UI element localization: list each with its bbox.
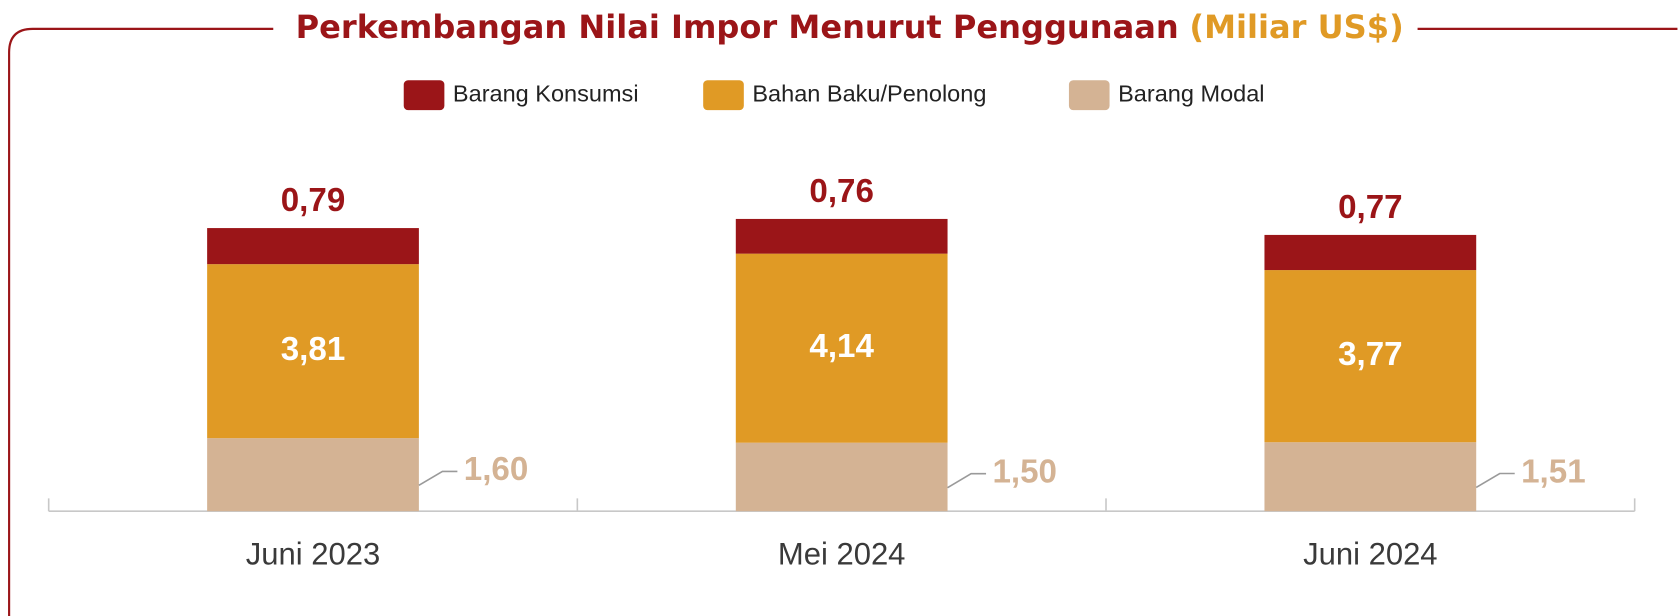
legend-swatch [403, 80, 445, 111]
legend-swatch [703, 80, 744, 111]
bar-segment [207, 228, 419, 265]
leader-line [947, 472, 987, 489]
legend-label: Barang Modal [1118, 80, 1264, 106]
legend-swatch [1068, 80, 1110, 111]
x-tick-label: Juni 2024 [1303, 536, 1437, 571]
x-tick-label: Juni 2023 [246, 536, 380, 571]
title-unit: (Miliar US$) [1189, 8, 1403, 46]
chart-title: Perkembangan Nilai Impor Menurut Penggun… [296, 8, 1404, 46]
value-label: 3,77 [1338, 336, 1403, 373]
bar-segment [1264, 234, 1477, 271]
legend-label: Barang Konsumsi [453, 80, 639, 106]
leader-line [1475, 472, 1515, 489]
bar-segment [1264, 270, 1477, 443]
bar-segment [1264, 442, 1477, 512]
value-label: 3,81 [281, 331, 346, 368]
frame [8, 27, 1678, 616]
bar-segment [735, 218, 948, 254]
value-label: 0,77 [1338, 189, 1403, 226]
leader-line [418, 470, 458, 487]
value-label: 1,50 [992, 453, 1057, 490]
bar-segment [207, 264, 419, 439]
bar-segment [735, 442, 948, 512]
value-label: 4,14 [809, 328, 874, 365]
legend-label: Bahan Baku/Penolong [752, 80, 986, 106]
bar-segment [735, 253, 948, 443]
value-label: 1,60 [464, 451, 529, 488]
x-tick-label: Mei 2024 [778, 536, 906, 571]
value-label: 0,79 [281, 182, 346, 219]
value-label: 1,51 [1521, 453, 1586, 490]
bar-segment [207, 438, 419, 512]
title-main: Perkembangan Nilai Impor Menurut Penggun… [296, 8, 1179, 46]
value-label: 0,76 [809, 173, 874, 210]
